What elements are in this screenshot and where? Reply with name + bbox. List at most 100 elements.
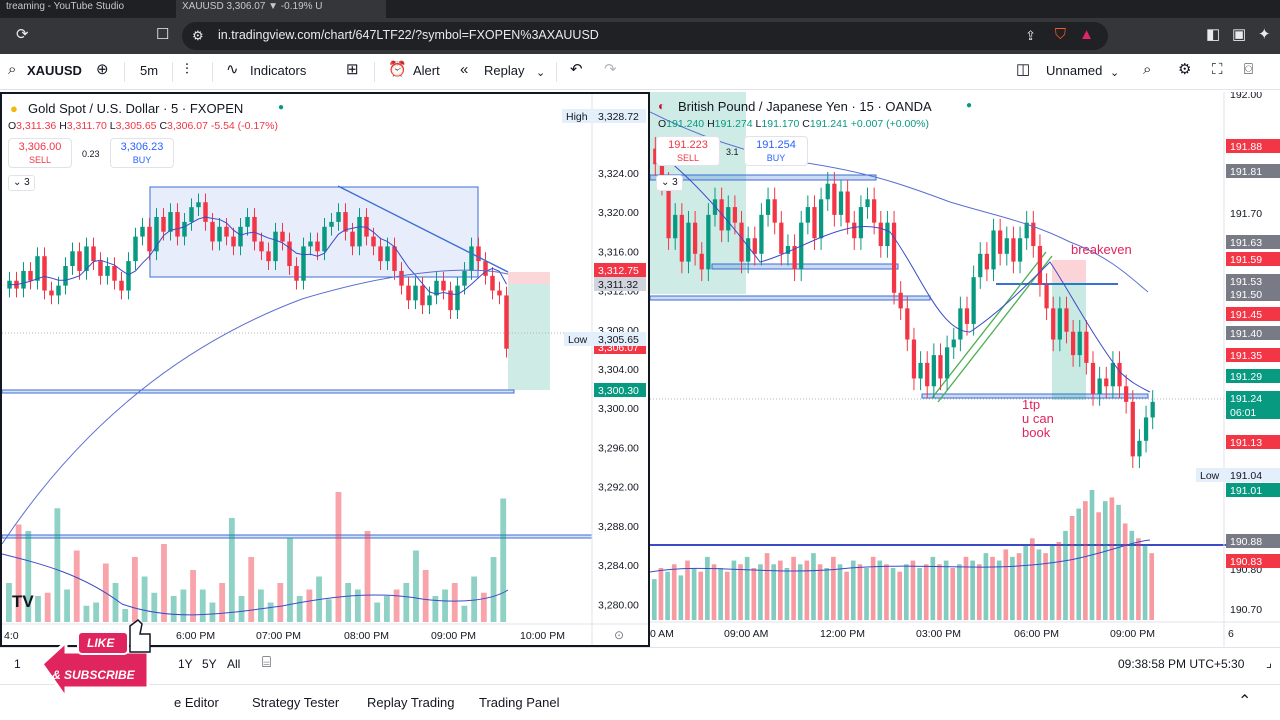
candle-type-icon[interactable]: ⫶ <box>185 61 189 78</box>
indicators-toggle[interactable]: ⌄ 3 <box>656 175 683 191</box>
volume-bar <box>335 492 342 622</box>
volume-bar <box>917 568 922 620</box>
chart-title[interactable]: Gold Spot / U.S. Dollar · 5 · FXOPEN <box>28 101 244 116</box>
chevron-down-icon[interactable]: ⌄ <box>536 67 546 79</box>
settings-icon[interactable]: ⚙ <box>1178 61 1192 78</box>
candle-body <box>49 290 54 296</box>
candle-body <box>1044 284 1049 309</box>
y-tick-label: 192.00 <box>1230 92 1262 101</box>
consolidation-box <box>149 186 479 278</box>
sidebar-icon[interactable]: ◧ <box>1206 26 1221 43</box>
chevron-down-icon[interactable]: ⌄ <box>1110 67 1120 79</box>
range-5y[interactable]: 5Y <box>202 657 217 671</box>
brave-shield-icon[interactable]: ⛉ <box>1054 26 1066 43</box>
x-tick-label: 4:0 <box>4 630 19 642</box>
auto-scale-icon[interactable]: ⊙ <box>614 628 625 642</box>
buy-button[interactable]: 3,306.23 BUY <box>110 138 174 168</box>
goto-date-icon[interactable]: ⌸ <box>262 654 272 671</box>
reload-icon[interactable]: ⟳ <box>16 26 29 43</box>
indicators-toggle[interactable]: ⌄ 3 <box>8 175 35 191</box>
wallet-icon[interactable]: ▣ <box>1232 26 1247 43</box>
alert-icon[interactable]: ⏰ <box>388 61 407 78</box>
fullscreen-icon[interactable]: ⛶ <box>1212 61 1223 78</box>
candle-body <box>765 199 771 215</box>
candle-body <box>336 212 341 222</box>
redo-icon[interactable]: ↷ <box>604 61 617 78</box>
tab-strategy-tester[interactable]: Strategy Tester <box>252 695 340 710</box>
site-info-icon[interactable]: ⚙ <box>192 28 204 43</box>
buy-button[interactable]: 191.254 BUY <box>744 136 808 166</box>
quick-search-icon[interactable]: ⌕ <box>1143 61 1152 78</box>
compare-symbol-icon[interactable]: ⊕ <box>96 61 109 78</box>
volume-bar <box>364 531 371 622</box>
volume-bar <box>306 589 313 622</box>
interval-button[interactable]: 5m <box>140 63 159 78</box>
candle-body <box>497 290 502 296</box>
browser-tab-tradingview[interactable]: XAUUSD 3,306.07 ▼ -0.19% U <box>176 0 386 18</box>
leo-icon[interactable]: ✦ <box>1258 26 1271 43</box>
candle-body <box>719 199 724 231</box>
volume-bar <box>1023 545 1029 620</box>
candle-body <box>196 202 201 208</box>
range-1y[interactable]: 1Y <box>178 657 193 671</box>
candle-body <box>1124 386 1129 402</box>
candle-body <box>679 214 684 262</box>
tab-trading-panel[interactable]: Trading Panel <box>479 695 560 710</box>
replay-button[interactable]: Replay <box>484 63 525 78</box>
candle-body <box>385 246 390 262</box>
chart-panel-xauusd[interactable]: 3,324.00 3,320.00 3,316.00 3,312.00 3,308.00… <box>0 92 650 647</box>
range-all[interactable]: All <box>227 657 241 671</box>
candle-body <box>63 266 68 286</box>
search-icon[interactable]: ⌕ <box>8 61 17 78</box>
expand-icon[interactable]: ⌟ <box>1266 655 1273 670</box>
volume-bar <box>1063 530 1068 620</box>
sell-price: 3,306.00 <box>18 141 62 153</box>
volume-bar <box>731 560 737 620</box>
replay-icon[interactable]: « <box>460 61 469 78</box>
camera-icon[interactable]: ⌼ <box>1244 61 1254 78</box>
tab-replay-trading[interactable]: Replay Trading <box>367 695 455 710</box>
xauusd-chart-canvas[interactable]: 3,324.003,320.003,316.003,312.003,308.00… <box>2 94 648 645</box>
tab-pine-editor[interactable]: e Editor <box>174 695 219 710</box>
url-box[interactable]: ⚙ in.tradingview.com/chart/647LTF22/?sym… <box>182 22 1108 50</box>
layout-name-button[interactable]: Unnamed <box>1046 63 1103 78</box>
templates-icon[interactable]: ⊞ <box>346 61 359 78</box>
symbol-search-button[interactable]: XAUUSD <box>27 63 82 78</box>
volume-bar <box>1003 549 1009 620</box>
indicator-count: 3 <box>24 177 30 188</box>
chart-title[interactable]: British Pound / Japanese Yen · 15 · OAND… <box>678 99 932 114</box>
undo-icon[interactable]: ↶ <box>570 61 583 78</box>
layout-icon[interactable]: ◫ <box>1016 61 1031 78</box>
volume-bar <box>930 556 936 620</box>
sell-label: SELL <box>28 155 52 165</box>
alert-button[interactable]: Alert <box>413 63 440 78</box>
gbpjpy-chart-canvas[interactable]: 192.00191.70190.80190.70191.88191.81191.… <box>650 92 1280 647</box>
chevron-up-icon[interactable]: ⌃ <box>1238 693 1252 710</box>
clock-readout[interactable]: 09:38:58 PM UTC+5:30 <box>1118 657 1245 671</box>
indicators-button[interactable]: Indicators <box>250 63 307 78</box>
volume-bar <box>970 560 975 620</box>
browser-tab-youtube[interactable]: treaming - YouTube Studio <box>0 0 170 18</box>
candle-body <box>469 246 474 271</box>
candle-body <box>832 183 837 215</box>
chart-panel-gbpjpy[interactable]: 192.00 191.70 190.80 190.70 191.88 191.81 191.… <box>650 92 1280 647</box>
sell-button[interactable]: 191.223 SELL <box>656 136 720 166</box>
h-label: H <box>707 118 715 130</box>
share-icon[interactable]: ⇪ <box>1025 28 1036 43</box>
close-value: 191.241 <box>809 118 848 130</box>
price-tag-bg <box>1226 348 1280 362</box>
ohlc-readout: O191.240 H191.274 L191.170 C191.241 +0.0… <box>658 118 929 130</box>
range-1[interactable]: 1 <box>14 657 21 671</box>
indicators-icon[interactable]: ∿ <box>226 61 239 78</box>
brave-rewards-icon[interactable]: ▲ <box>1079 26 1094 43</box>
candle-body <box>925 362 930 387</box>
volume-bar <box>490 557 497 622</box>
bookmark-icon[interactable]: ☐ <box>156 26 170 43</box>
candle-body <box>852 222 857 239</box>
candle-body <box>911 339 917 379</box>
url-text[interactable]: in.tradingview.com/chart/647LTF22/?symbo… <box>218 28 599 42</box>
bottom-panel-tabs: e Editor Strategy Tester Replay Trading … <box>0 684 1280 720</box>
sell-button[interactable]: 3,306.00 SELL <box>8 138 72 168</box>
candle-body <box>1117 362 1122 387</box>
candle-body <box>56 285 61 296</box>
